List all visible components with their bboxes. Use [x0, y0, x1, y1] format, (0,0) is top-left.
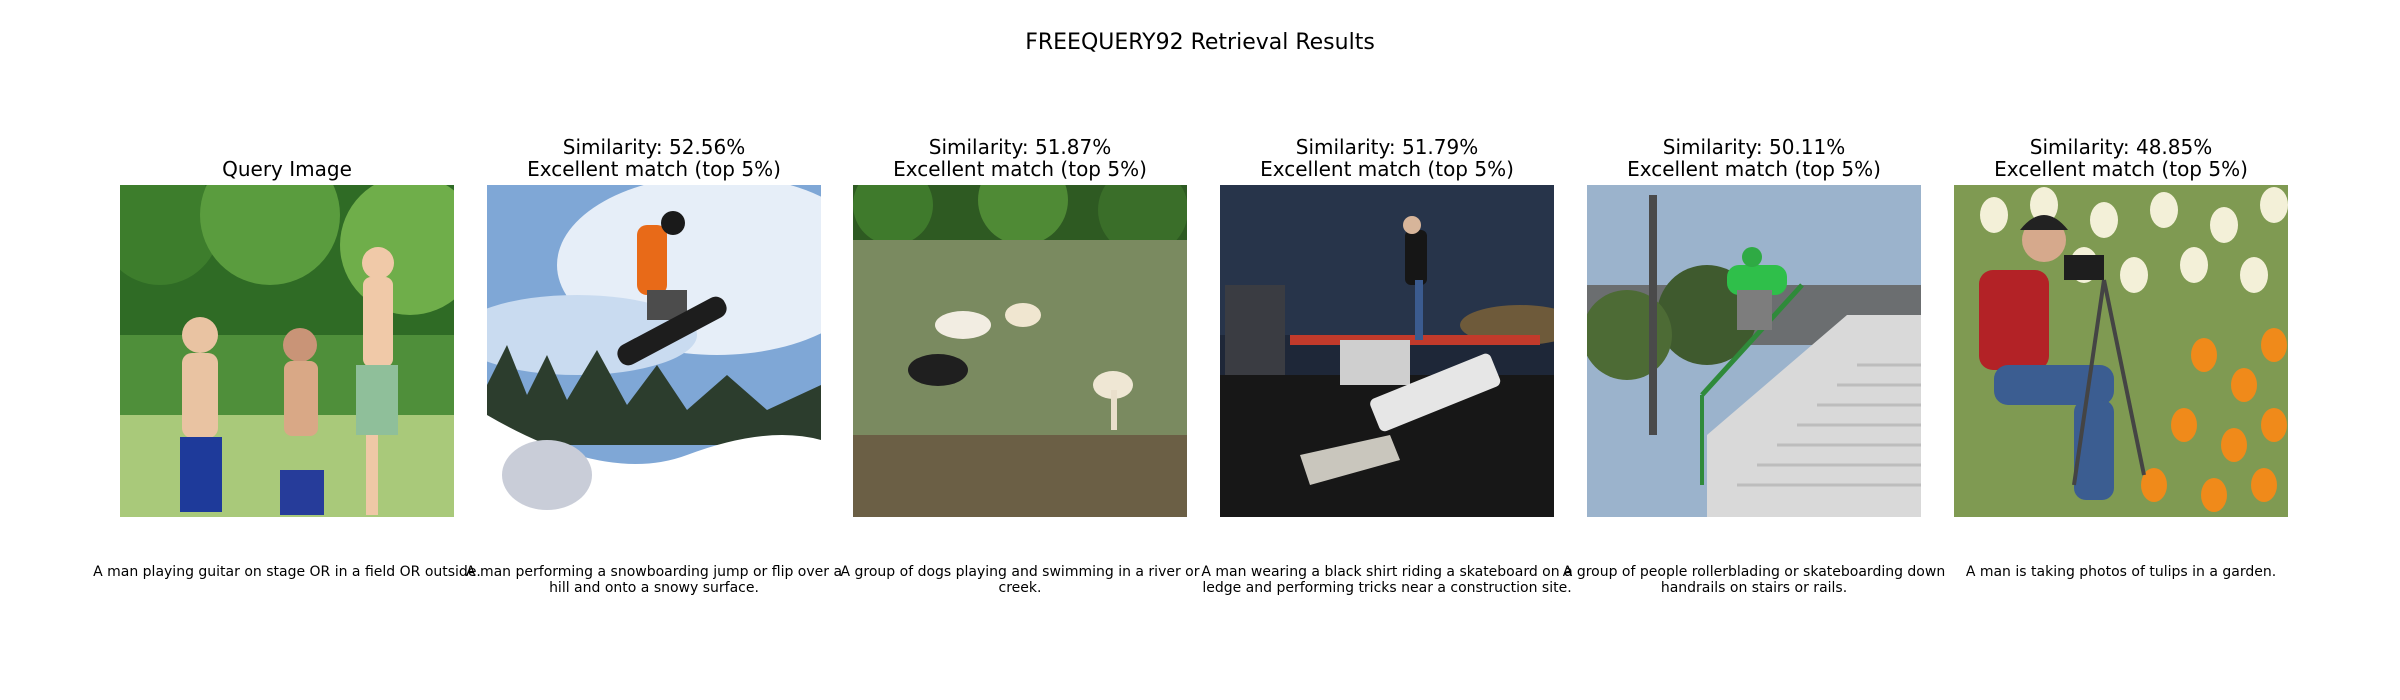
similarity-label: Similarity: 51.87% — [928, 135, 1112, 159]
result-caption: A group of dogs playing and swimming in … — [840, 564, 1200, 596]
similarity-label: Similarity: 50.11% — [1662, 135, 1846, 159]
similarity-label: Similarity: 48.85% — [2029, 135, 2213, 159]
result-image[interactable] — [487, 185, 821, 517]
match-quality-label: Excellent match (top 5%) — [1627, 157, 1881, 181]
result-caption: A man is taking photos of tulips in a ga… — [1965, 564, 2277, 580]
query-label: Query Image — [222, 157, 352, 181]
result-image[interactable] — [1954, 185, 2288, 517]
similarity-label: Similarity: 52.56% — [562, 135, 746, 159]
result-image[interactable] — [853, 185, 1187, 517]
query-caption: A man playing guitar on stage OR in a fi… — [93, 564, 481, 580]
result-title: Similarity: 48.85% Excellent match (top … — [1914, 136, 2328, 181]
result-image[interactable] — [1220, 185, 1554, 517]
query-image — [120, 185, 454, 517]
figure-title: FREEQUERY92 Retrieval Results — [1025, 30, 1375, 55]
match-quality-label: Excellent match (top 5%) — [527, 157, 781, 181]
match-quality-label: Excellent match (top 5%) — [1260, 157, 1514, 181]
result-caption: A group of people rollerblading or skate… — [1562, 564, 1946, 596]
result-image[interactable] — [1587, 185, 1921, 517]
result-caption: A man performing a snowboarding jump or … — [465, 564, 843, 596]
result-title: Similarity: 50.11% Excellent match (top … — [1547, 136, 1961, 181]
result-title: Similarity: 52.56% Excellent match (top … — [447, 136, 861, 181]
similarity-label: Similarity: 51.79% — [1295, 135, 1479, 159]
result-title: Similarity: 51.87% Excellent match (top … — [813, 136, 1227, 181]
result-caption: A man wearing a black shirt riding a ska… — [1201, 564, 1573, 596]
match-quality-label: Excellent match (top 5%) — [1994, 157, 2248, 181]
match-quality-label: Excellent match (top 5%) — [893, 157, 1147, 181]
result-title: Similarity: 51.79% Excellent match (top … — [1180, 136, 1594, 181]
